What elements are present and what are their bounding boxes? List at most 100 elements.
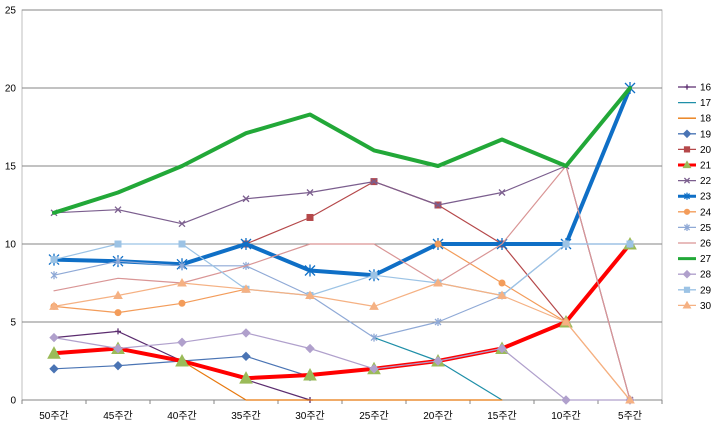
data-point-21: [303, 367, 317, 381]
data-point-24: [434, 240, 442, 248]
x-tick-label: 15주간: [487, 410, 517, 422]
axes: 0 5 10 15 20 25 50주간 45주간 40주간 35주간 30주간 25주간 20주간 15…: [5, 6, 663, 422]
data-point-29: [114, 240, 122, 248]
data-point-21: [239, 371, 253, 384]
legend-marker: [683, 146, 691, 153]
data-point-28: [241, 328, 251, 338]
data-point-20: [306, 213, 314, 221]
legend-item-17: 17: [678, 98, 712, 109]
series-18: [181, 360, 503, 401]
y-tick-label: 15: [5, 162, 17, 173]
legend-label: 26: [700, 239, 712, 250]
series-line-17: [373, 337, 503, 401]
data-point-30: [241, 284, 251, 293]
data-point-30: [113, 290, 123, 299]
data-point-24: [178, 299, 186, 307]
series-line-30: [53, 282, 631, 401]
legend-marker: [684, 84, 690, 90]
data-point-22: [434, 201, 442, 209]
x-tick-label: 20주간: [423, 410, 453, 422]
series-line-29: [53, 243, 631, 297]
legend-item-27: 27: [678, 254, 712, 265]
data-point-24: [114, 309, 122, 317]
legend-marker: [682, 269, 692, 279]
data-point-25: [178, 261, 186, 270]
legend-marker: [683, 223, 691, 231]
series-line-20: [245, 181, 567, 323]
series-line-28: [53, 332, 631, 401]
x-tick-label: 40주간: [167, 410, 197, 422]
legend-item-28: 28: [678, 270, 712, 281]
y-tick-label: 5: [10, 318, 16, 329]
data-point-25: [50, 271, 58, 280]
legend-item-16: 16: [678, 83, 712, 94]
x-tick-label: 10주간: [551, 410, 581, 422]
legend-item-23: 23: [678, 192, 712, 203]
legend-marker: [682, 129, 692, 139]
series-26: [53, 165, 631, 401]
data-point-30: [305, 290, 315, 299]
legend-label: 17: [700, 98, 712, 109]
legend-label: 24: [700, 207, 712, 218]
legend-marker: [682, 300, 692, 309]
legend-item-21: 21: [678, 160, 712, 172]
data-point-22: [306, 189, 314, 196]
data-point-22: [114, 206, 122, 214]
data-point-25: [114, 257, 122, 266]
data-point-30: [433, 277, 443, 287]
legend-item-30: 30: [678, 300, 712, 312]
legend-marker: [682, 160, 692, 169]
data-point-28: [113, 343, 123, 354]
data-point-24: [498, 279, 506, 287]
series-17: [373, 337, 503, 401]
series-line-21: [52, 242, 632, 381]
data-point-19: [241, 351, 251, 362]
data-point-29: [370, 271, 378, 279]
data-point-21: [175, 353, 189, 367]
series-27: [52, 86, 632, 215]
legend-marker: [683, 286, 691, 293]
data-point-29: [50, 256, 58, 264]
data-point-23: [240, 238, 252, 250]
legend-label: 18: [700, 114, 712, 125]
x-tick-label: 45주간: [103, 410, 133, 422]
data-point-30: [177, 277, 187, 287]
data-point-22: [178, 220, 186, 228]
data-point-22: [498, 189, 506, 196]
data-point-29: [626, 240, 634, 248]
data-point-30: [369, 301, 379, 310]
x-tick-label: 50주간: [39, 410, 69, 422]
legend-item-20: 20: [678, 145, 712, 156]
series-line-27: [52, 86, 632, 215]
data-point-25: [434, 318, 442, 326]
legend-label: 16: [700, 83, 712, 94]
legend-item-25: 25: [678, 223, 712, 234]
x-tick-label: 25주간: [359, 410, 389, 422]
y-tick-label: 20: [5, 84, 17, 95]
x-tick-label: 30주간: [295, 410, 325, 422]
legend-label: 23: [700, 192, 712, 203]
data-point-19: [113, 360, 123, 371]
data-point-28: [433, 356, 443, 366]
legend-marker: [683, 208, 691, 215]
data-point-25: [370, 333, 378, 342]
legend-item-24: 24: [678, 207, 712, 218]
y-tick-label: 0: [10, 396, 16, 407]
legend-item-22: 22: [678, 176, 712, 187]
legend-label: 22: [700, 176, 712, 187]
data-point-28: [49, 332, 59, 343]
data-point-21: [47, 346, 61, 359]
legend-item-29: 29: [678, 285, 712, 296]
legend-label: 19: [700, 129, 712, 140]
data-point-19: [49, 364, 59, 374]
legend-item-26: 26: [678, 239, 712, 250]
y-tick-label: 10: [5, 240, 17, 251]
series-line-23: [52, 86, 632, 278]
series-29: [50, 240, 634, 299]
series-25: [50, 240, 634, 342]
series-23: [48, 82, 636, 282]
series-line-26: [53, 165, 631, 401]
legend-label: 21: [700, 161, 712, 172]
